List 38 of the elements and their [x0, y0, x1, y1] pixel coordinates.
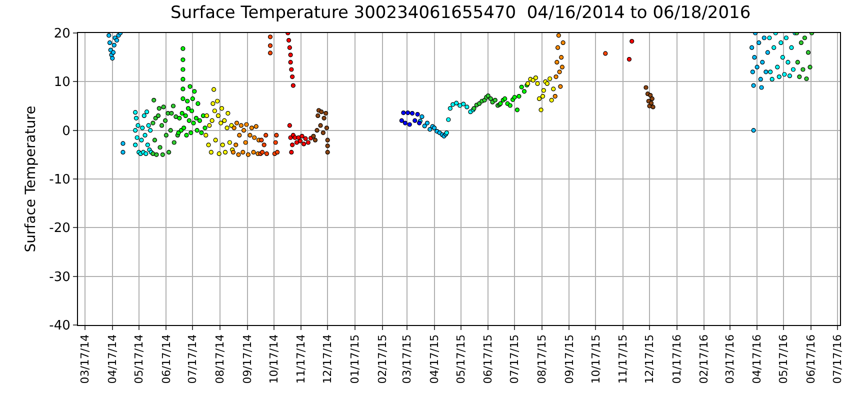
x-tick-label: 05/17/14 [132, 334, 146, 384]
chart-title: Surface Temperature 300234061655470 04/16/2014 to 06/18/2016 [170, 3, 751, 24]
x-tick-label: 02/17/15 [376, 334, 389, 384]
x-tick-label: 06/17/15 [482, 334, 495, 384]
x-tick-label: 05/17/15 [454, 334, 468, 384]
y-tick-label: 10 [54, 75, 70, 90]
x-tick-label: 07/17/16 [830, 334, 844, 384]
x-tick-label: 11/17/15 [616, 334, 630, 384]
y-tick-label: -40 [49, 318, 70, 334]
x-tick-label: 07/17/15 [508, 334, 522, 384]
x-tick-label: 03/17/14 [78, 334, 92, 384]
x-tick-label: 04/17/14 [106, 334, 119, 384]
y-tick-label: -10 [49, 172, 70, 188]
y-tick-label: 20 [54, 26, 70, 42]
x-tick-label: 01/17/16 [670, 334, 684, 384]
x-tick-label: 04/17/16 [750, 334, 764, 384]
y-axis-title: Surface Temperature [22, 106, 39, 252]
x-tick-label: 07/17/14 [186, 334, 200, 384]
x-tick-label: 10/17/14 [267, 334, 280, 384]
x-tick-label: 09/17/14 [240, 334, 254, 384]
x-tick-label: 01/17/15 [348, 334, 362, 384]
x-tick-label: 09/17/15 [562, 334, 576, 384]
x-tick-label: 12/17/15 [643, 334, 656, 384]
x-tick-label: 05/17/16 [777, 334, 790, 384]
y-tick-label: 0 [62, 124, 70, 139]
x-tick-label: 12/17/14 [321, 334, 334, 384]
x-tick-label: 11/17/14 [294, 334, 308, 384]
x-tick-label: 06/17/16 [804, 334, 818, 384]
y-tick-label: -30 [49, 270, 70, 285]
x-tick-label: 08/17/15 [535, 334, 548, 384]
x-tick-label: 02/17/16 [698, 334, 711, 384]
x-tick-label: 03/17/15 [400, 334, 414, 384]
x-tick-label: 08/17/14 [214, 334, 227, 384]
x-tick-label: 03/17/16 [723, 334, 736, 384]
x-tick-label: 10/17/15 [589, 334, 602, 384]
y-tick-label: -20 [49, 221, 70, 236]
x-tick-label: 04/17/15 [428, 334, 441, 384]
x-tick-label: 06/17/14 [160, 334, 173, 384]
